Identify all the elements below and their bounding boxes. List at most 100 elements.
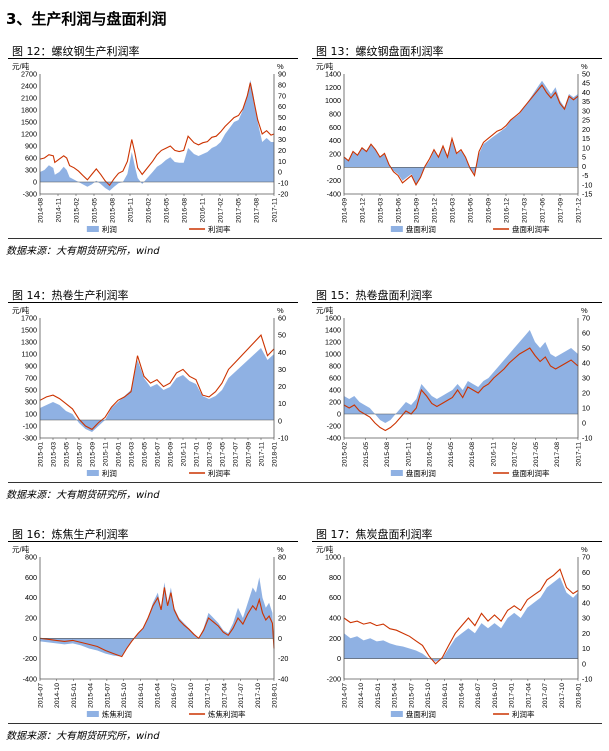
x-tick-label: 2016-09 bbox=[486, 198, 493, 223]
x-tick-label: 2017-04 bbox=[221, 683, 228, 708]
left-unit: 元/吨 bbox=[12, 61, 30, 71]
x-tick-label: 2017-11 bbox=[272, 198, 279, 223]
y-tick-label: 1700 bbox=[21, 314, 37, 323]
y-tick-label: 2700 bbox=[21, 70, 37, 79]
x-tick-label: 2015-04 bbox=[392, 683, 399, 708]
y2-tick-label: 20 bbox=[278, 146, 286, 155]
y-tick-label: 1400 bbox=[325, 326, 341, 335]
y-tick-label: -400 bbox=[327, 190, 341, 199]
x-tick-label: 2014-08 bbox=[38, 198, 45, 223]
x-tick-label: 2015-11 bbox=[405, 442, 412, 467]
chart-title-14: 图 14：热卷生产利润率 bbox=[12, 289, 129, 302]
x-tick-label: 2017-07 bbox=[238, 683, 245, 708]
y2-tick-label: 40 bbox=[278, 593, 286, 602]
x-tick-label: 2016-02 bbox=[146, 198, 153, 223]
x-tick-label: 2016-05 bbox=[142, 442, 149, 467]
y2-tick-label: 20 bbox=[582, 125, 590, 134]
legend-label: 利润率 bbox=[208, 224, 231, 234]
x-tick-label: 2017-03 bbox=[207, 442, 214, 467]
chart-rebar-production-profit: 元/吨 %-30003006009001200150018002100240027… bbox=[12, 61, 288, 234]
y-tick-label: 1500 bbox=[21, 326, 37, 335]
x-tick-label: 2017-01 bbox=[205, 683, 212, 708]
y-tick-label: 600 bbox=[329, 374, 341, 383]
x-tick-label: 2015-03 bbox=[51, 442, 58, 467]
x-tick-label: 2015-10 bbox=[425, 683, 432, 708]
x-tick-label: 2017-12 bbox=[576, 198, 583, 223]
y-tick-label: 1600 bbox=[325, 314, 341, 323]
line-series bbox=[343, 568, 579, 665]
x-tick-label: 2016-12 bbox=[504, 198, 511, 223]
y2-tick-label: -10 bbox=[278, 434, 288, 443]
x-tick-label: 2018-01 bbox=[272, 683, 279, 708]
divider bbox=[8, 482, 602, 483]
legend-swatch-area bbox=[390, 470, 403, 476]
y2-tick-label: -10 bbox=[582, 180, 592, 189]
y-tick-label: 0 bbox=[337, 410, 341, 419]
y2-tick-label: 60 bbox=[278, 102, 286, 111]
y2-tick-label: 45 bbox=[582, 79, 590, 88]
x-tick-label: 2014-07 bbox=[342, 683, 349, 708]
y2-tick-label: 40 bbox=[582, 88, 590, 97]
x-tick-label: 2015-01 bbox=[71, 683, 78, 708]
y2-tick-label: 70 bbox=[278, 91, 286, 100]
y2-tick-label: 90 bbox=[278, 70, 286, 79]
y-tick-label: -400 bbox=[23, 675, 37, 684]
y2-tick-label: 40 bbox=[278, 348, 286, 357]
legend-label: 盘面利润 bbox=[406, 709, 436, 719]
y2-tick-label: 30 bbox=[278, 365, 286, 374]
right-unit: % bbox=[277, 62, 284, 71]
y2-tick-label: 50 bbox=[278, 113, 286, 122]
x-tick-label: 2015-06 bbox=[396, 198, 403, 223]
y2-tick-label: 50 bbox=[582, 344, 590, 353]
x-tick-label: 2016-10 bbox=[492, 683, 499, 708]
source-note: 数据来源：大有期货研究所，wind bbox=[6, 731, 160, 742]
divider bbox=[8, 238, 602, 239]
y2-tick-label: 0 bbox=[278, 168, 282, 177]
x-tick-label: 2014-09 bbox=[342, 198, 349, 223]
y-tick-label: 400 bbox=[329, 386, 341, 395]
y-tick-label: 600 bbox=[25, 154, 37, 163]
title-rule bbox=[8, 58, 298, 59]
line-series bbox=[343, 84, 579, 186]
y-tick-label: -100 bbox=[23, 422, 37, 431]
y-tick-label: 1800 bbox=[21, 106, 37, 115]
x-tick-label: 2017-04 bbox=[525, 683, 532, 708]
x-tick-label: 2016-10 bbox=[188, 683, 195, 708]
x-tick-label: 2017-02 bbox=[218, 198, 225, 223]
right-unit: % bbox=[581, 545, 588, 554]
legend-label: 盘面利润 bbox=[406, 468, 436, 478]
y2-tick-label: -10 bbox=[582, 434, 592, 443]
legend-label: 盘面利润率 bbox=[512, 468, 550, 478]
source-note: 数据来源：大有期货研究所，wind bbox=[6, 490, 160, 501]
y2-tick-label: 25 bbox=[582, 116, 590, 125]
legend-label: 盘面利润率 bbox=[512, 224, 550, 234]
chart-hrc-futures-profit: 元/吨 %-400-2000200400600800100012001400160… bbox=[316, 305, 592, 478]
y-tick-label: 200 bbox=[329, 398, 341, 407]
x-tick-label: 2016-04 bbox=[459, 683, 466, 708]
y2-tick-label: 50 bbox=[582, 583, 590, 592]
y2-tick-label: -15 bbox=[582, 190, 592, 199]
x-tick-label: 2016-11 bbox=[200, 198, 207, 223]
x-tick-label: 2017-11 bbox=[576, 442, 583, 467]
line-series bbox=[39, 82, 275, 187]
x-tick-label: 2015-02 bbox=[74, 198, 81, 223]
right-unit: % bbox=[277, 545, 284, 554]
legend-swatch-area bbox=[86, 711, 99, 717]
x-tick-label: 2016-07 bbox=[171, 683, 178, 708]
legend-label: 利润 bbox=[102, 224, 117, 234]
area-series bbox=[344, 80, 578, 184]
x-tick-label: 2017-09 bbox=[246, 442, 253, 467]
y-tick-label: 1000 bbox=[325, 553, 341, 562]
y-tick-label: 800 bbox=[329, 362, 341, 371]
y2-tick-label: 0 bbox=[582, 162, 586, 171]
y-tick-label: -200 bbox=[23, 654, 37, 663]
y2-tick-label: 10 bbox=[582, 404, 590, 413]
y-tick-label: 1300 bbox=[21, 338, 37, 347]
y2-tick-label: 15 bbox=[582, 134, 590, 143]
x-tick-label: 2017-08 bbox=[554, 442, 561, 467]
y2-tick-label: 80 bbox=[278, 553, 286, 562]
right-unit: % bbox=[581, 306, 588, 315]
chart-title-15: 图 15：热卷盘面利润率 bbox=[316, 289, 433, 302]
y2-tick-label: 20 bbox=[278, 382, 286, 391]
y-tick-label: -300 bbox=[23, 190, 37, 199]
